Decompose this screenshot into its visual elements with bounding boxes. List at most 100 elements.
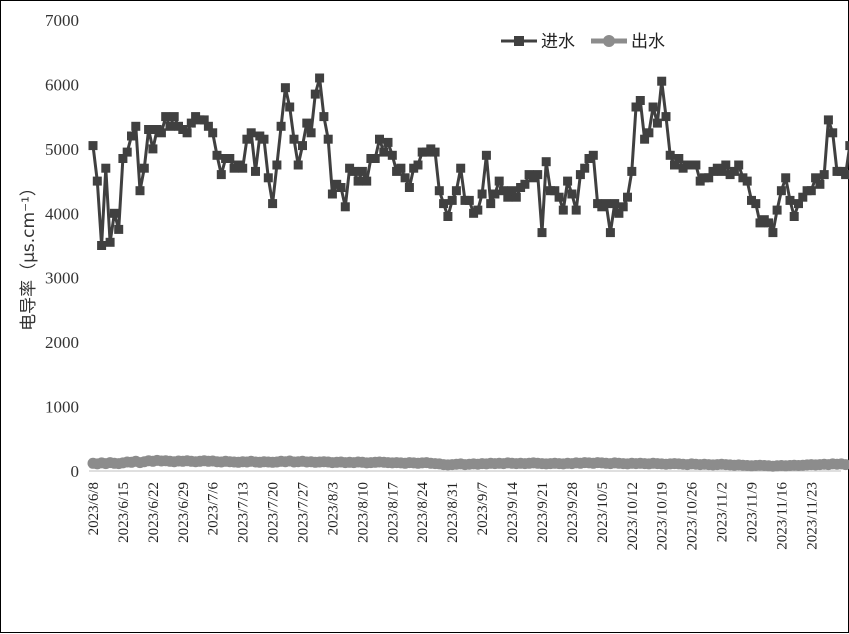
- y-axis-label: 电导率（μs.cm⁻¹）: [19, 179, 39, 331]
- data-point: [781, 173, 790, 182]
- data-point: [452, 186, 461, 195]
- data-point: [610, 199, 619, 208]
- data-point: [443, 212, 452, 221]
- data-point: [362, 177, 371, 186]
- data-point: [136, 186, 145, 195]
- data-point: [845, 141, 849, 150]
- series-influent: [89, 74, 849, 251]
- data-point: [768, 228, 777, 237]
- data-point: [349, 167, 358, 176]
- data-point: [384, 138, 393, 147]
- legend-item: 进水: [501, 32, 575, 52]
- y-tick-label: 4000: [45, 204, 79, 223]
- data-point: [439, 199, 448, 208]
- legend-marker: [603, 35, 615, 47]
- data-point: [101, 164, 110, 173]
- data-point: [307, 128, 316, 137]
- data-point: [272, 161, 281, 170]
- data-point: [260, 135, 269, 144]
- y-tick-label: 5000: [45, 140, 79, 159]
- y-tick-label: 2000: [45, 333, 79, 352]
- x-tick-label: 2023/8/10: [355, 482, 371, 543]
- x-tick-label: 2023/9/14: [505, 482, 521, 543]
- data-point: [213, 151, 222, 160]
- x-tick-label: 2023/8/24: [415, 482, 431, 543]
- data-point: [657, 77, 666, 86]
- x-tick-label: 2023/8/17: [385, 482, 401, 543]
- data-point: [97, 241, 106, 250]
- data-point: [559, 206, 568, 215]
- x-tick-label: 2023/7/13: [236, 482, 252, 543]
- data-point: [354, 177, 363, 186]
- x-tick-label: 2023/7/27: [296, 482, 312, 543]
- data-point: [619, 202, 628, 211]
- data-point: [512, 193, 521, 202]
- data-point: [490, 190, 499, 199]
- data-point: [264, 173, 273, 182]
- data-point: [520, 180, 529, 189]
- series-effluent: [88, 455, 849, 472]
- data-point: [315, 74, 324, 83]
- data-point: [478, 190, 487, 199]
- x-tick-label: 2023/10/12: [625, 482, 641, 550]
- x-tick-label: 2023/6/8: [86, 482, 102, 535]
- data-point: [773, 206, 782, 215]
- data-point: [777, 186, 786, 195]
- data-point: [653, 119, 662, 128]
- data-point: [251, 167, 260, 176]
- x-tick-label: 2023/10/5: [595, 482, 611, 543]
- data-point: [302, 119, 311, 128]
- data-point: [807, 186, 816, 195]
- x-tick-label: 2023/11/9: [744, 482, 760, 542]
- data-point: [285, 103, 294, 112]
- data-point: [319, 112, 328, 121]
- data-point: [751, 199, 760, 208]
- data-point: [290, 135, 299, 144]
- data-point: [644, 128, 653, 137]
- data-point: [841, 170, 849, 179]
- data-point: [567, 190, 576, 199]
- data-point: [764, 218, 773, 227]
- x-tick-label: 2023/7/6: [206, 482, 222, 536]
- data-point: [89, 141, 98, 150]
- y-tick-label: 3000: [45, 269, 79, 288]
- data-point: [371, 154, 380, 163]
- x-tick-label: 2023/6/22: [146, 482, 162, 543]
- data-point: [572, 206, 581, 215]
- data-point: [563, 177, 572, 186]
- data-point: [691, 161, 700, 170]
- data-point: [790, 212, 799, 221]
- data-point: [225, 154, 234, 163]
- x-tick-label: 2023/8/3: [325, 482, 341, 535]
- data-point: [602, 199, 611, 208]
- data-point: [294, 161, 303, 170]
- y-tick-label: 0: [71, 462, 80, 481]
- data-point: [743, 177, 752, 186]
- data-point: [721, 161, 730, 170]
- data-point: [388, 151, 397, 160]
- data-point: [341, 202, 350, 211]
- data-point: [786, 196, 795, 205]
- data-point: [281, 83, 290, 92]
- data-point: [666, 151, 675, 160]
- data-point: [337, 183, 346, 192]
- data-point: [828, 128, 837, 137]
- x-tick-label: 2023/9/21: [535, 482, 551, 543]
- data-point: [247, 128, 256, 137]
- data-point: [140, 164, 149, 173]
- data-point: [538, 228, 547, 237]
- data-point: [473, 206, 482, 215]
- data-point: [298, 141, 307, 150]
- x-tick-label: 2023/11/2: [715, 482, 731, 542]
- legend-label: 进水: [541, 32, 575, 52]
- data-point: [93, 177, 102, 186]
- data-point: [238, 164, 247, 173]
- data-point: [161, 112, 170, 121]
- legend-marker: [514, 36, 524, 46]
- data-point: [435, 186, 444, 195]
- x-tick-label: 2023/6/15: [116, 482, 132, 543]
- data-point: [431, 148, 440, 157]
- data-point: [123, 148, 132, 157]
